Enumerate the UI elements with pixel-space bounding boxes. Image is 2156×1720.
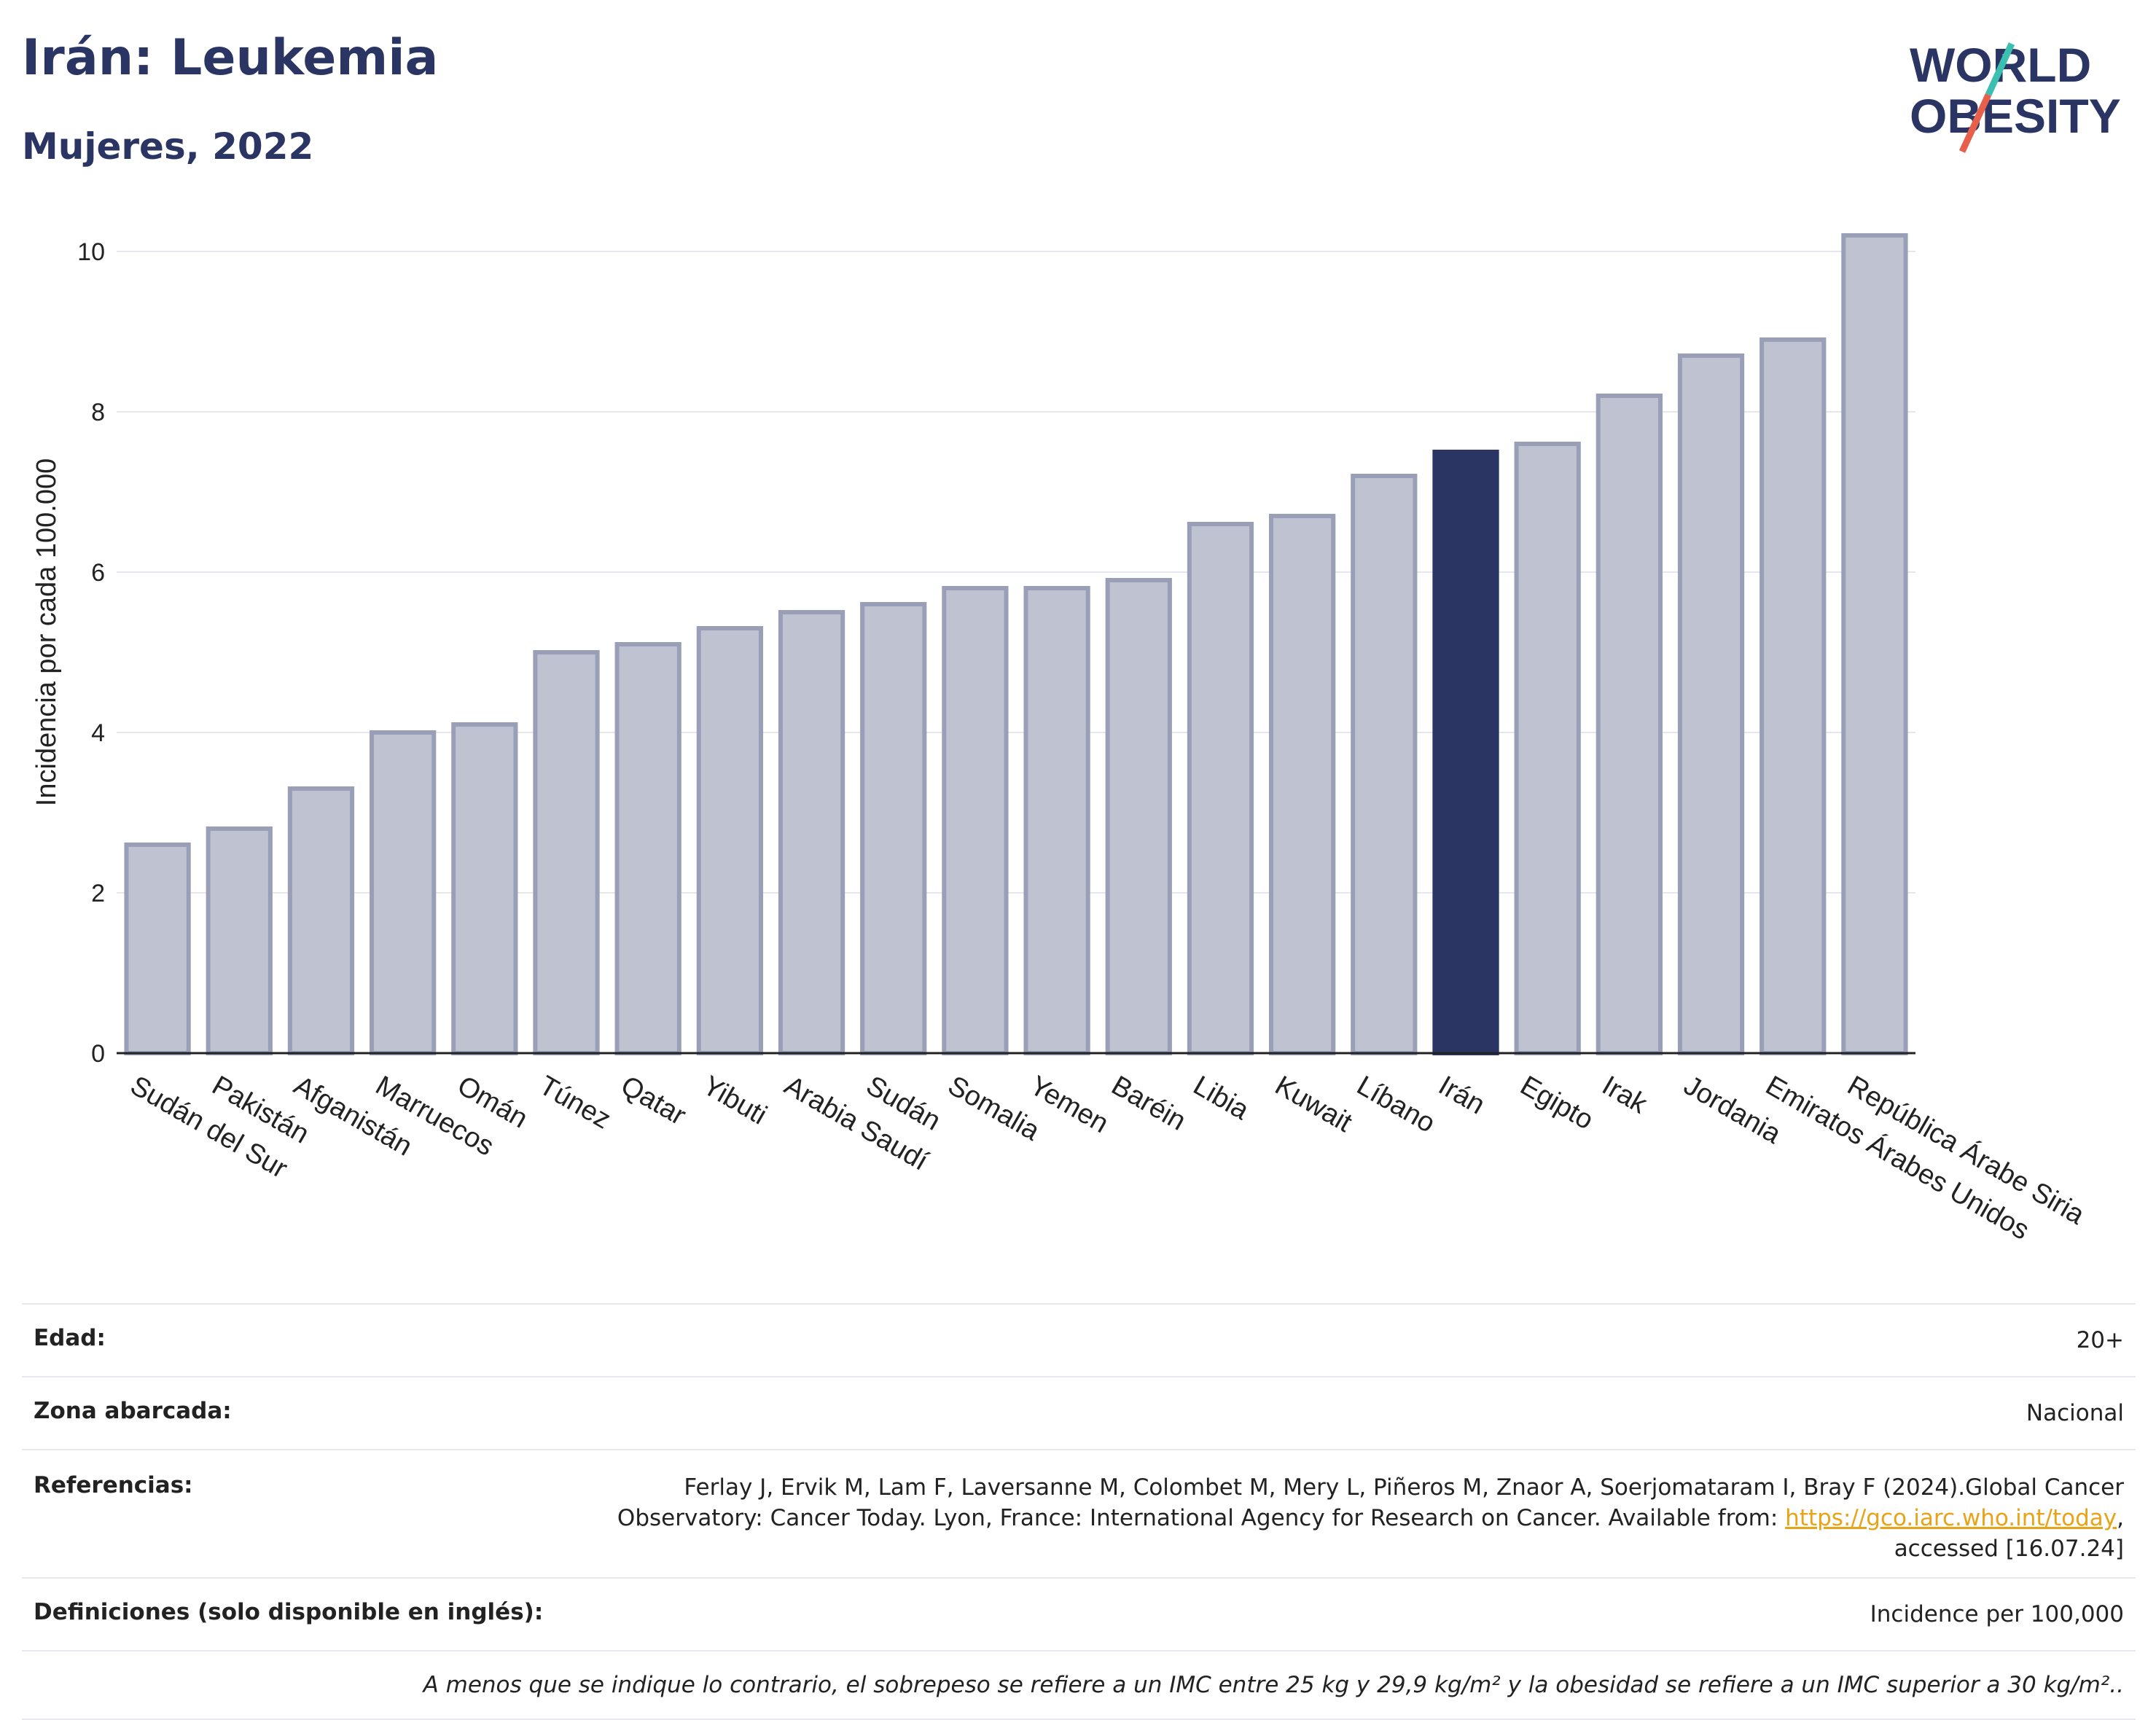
bar <box>206 826 273 1055</box>
info-value: Incidence per 100,000 <box>1870 1601 2124 1627</box>
y-axis-label: Incidencia por cada 100.000 <box>31 458 62 806</box>
page-title: Irán: Leukemia <box>22 29 439 87</box>
bar <box>533 650 600 1055</box>
page-subtitle: Mujeres, 2022 <box>22 125 314 168</box>
bar <box>1269 514 1336 1055</box>
x-tick-label: Irán <box>1434 1070 1491 1120</box>
bar <box>1023 586 1090 1055</box>
x-tick-label: Qatar <box>616 1070 692 1131</box>
x-tick-label: Yibuti <box>698 1070 772 1130</box>
bar <box>1677 353 1745 1055</box>
bar <box>696 626 763 1055</box>
y-tick-label: 6 <box>91 559 105 587</box>
info-label: Definiciones (solo disponible en inglés)… <box>34 1599 544 1625</box>
x-tick-label: Libia <box>1188 1070 1254 1126</box>
references-link[interactable]: https://gco.iarc.who.int/today <box>1785 1505 2117 1531</box>
info-value: 20+ <box>2076 1327 2124 1353</box>
references-line-2-end: , <box>2117 1505 2124 1531</box>
info-table: Edad: 20+ Zona abarcada: Nacional Refere… <box>22 1303 2136 1720</box>
y-tick-label: 2 <box>91 880 105 907</box>
bar <box>1595 394 1663 1055</box>
x-tick-label: Kuwait <box>1270 1070 1357 1138</box>
info-label: Edad: <box>34 1325 106 1351</box>
footnote: A menos que se indique lo contrario, el … <box>423 1672 2124 1698</box>
bar <box>451 722 518 1055</box>
bar <box>1759 337 1827 1055</box>
logo-slash-red <box>1958 93 1992 153</box>
x-tick-label: Líbano <box>1351 1070 1440 1138</box>
bar <box>1841 233 1908 1055</box>
bar <box>1432 450 1499 1055</box>
bar <box>287 786 355 1055</box>
x-tick-label: Túnez <box>534 1070 616 1135</box>
bar <box>614 642 681 1055</box>
bar <box>370 730 437 1055</box>
bar <box>124 843 191 1055</box>
info-label: Referencias: <box>34 1472 193 1498</box>
info-row-age: Edad: 20+ <box>22 1303 2136 1376</box>
info-row-area: Zona abarcada: Nacional <box>22 1376 2136 1449</box>
y-tick-label: 4 <box>91 719 105 747</box>
logo-line-2: OBESITY <box>1910 89 2121 143</box>
bar <box>860 602 927 1055</box>
references-line-1: Ferlay J, Ervik M, Lam F, Laversanne M, … <box>684 1474 2124 1501</box>
info-row-references: Referencias: Ferlay J, Ervik M, Lam F, L… <box>22 1449 2136 1577</box>
y-tick-label: 8 <box>91 399 105 426</box>
x-tick-label: Egipto <box>1515 1070 1598 1135</box>
references-line-3: accessed [16.07.24] <box>1894 1536 2124 1562</box>
bar <box>942 586 1009 1055</box>
info-label: Zona abarcada: <box>34 1398 232 1424</box>
bar <box>778 610 845 1055</box>
bar <box>1187 522 1254 1055</box>
x-tick-label: Baréin <box>1106 1070 1191 1136</box>
references-line-2: Observatory: Cancer Today. Lyon, France:… <box>617 1505 1786 1531</box>
references-text: Ferlay J, Ervik M, Lam F, Laversanne M, … <box>617 1472 2124 1564</box>
info-value: Nacional <box>2026 1400 2124 1426</box>
bar <box>1514 442 1581 1055</box>
y-tick-label: 0 <box>91 1040 105 1068</box>
info-row-definitions: Definiciones (solo disponible en inglés)… <box>22 1577 2136 1650</box>
logo-slash-teal <box>1985 42 2015 96</box>
y-tick-label: 10 <box>77 238 105 266</box>
bar <box>1351 474 1418 1055</box>
world-obesity-logo: WORLD OBESITY <box>1910 38 2121 153</box>
bar <box>1105 578 1172 1055</box>
x-tick-label: Irak <box>1597 1070 1653 1120</box>
info-row-note: A menos que se indique lo contrario, el … <box>22 1650 2136 1720</box>
x-tick-label: Somalia <box>942 1070 1045 1146</box>
